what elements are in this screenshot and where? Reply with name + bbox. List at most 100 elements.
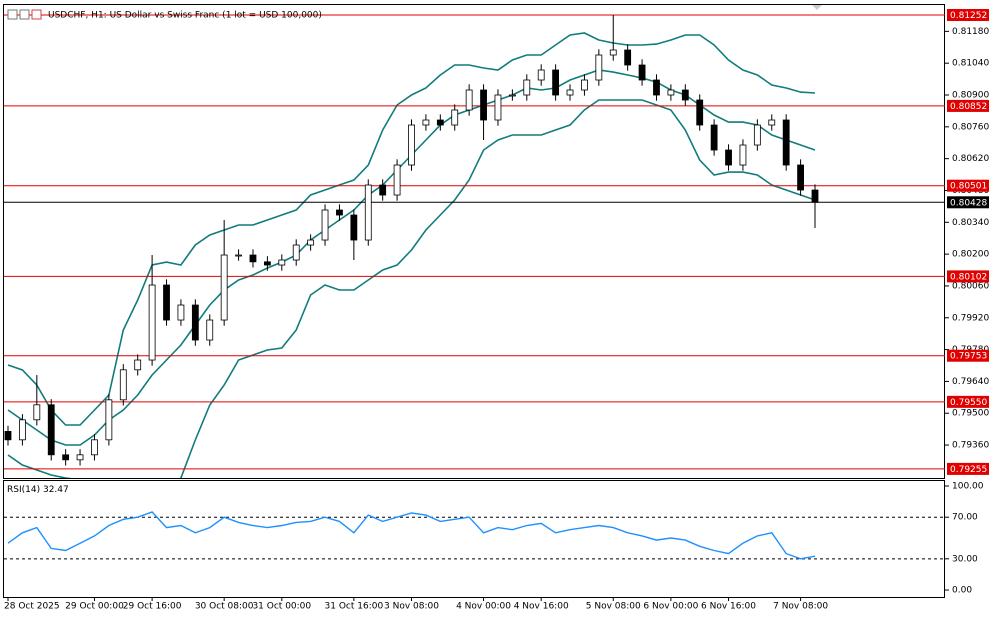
- candle-body: [408, 124, 415, 166]
- rsi-tick-label: 30.00: [952, 554, 978, 564]
- candle-body: [278, 259, 286, 266]
- level-box: [947, 270, 989, 283]
- x-tick-label: 7 Nov 08:00: [773, 602, 828, 612]
- candle-body: [480, 89, 487, 121]
- candle-body: [307, 239, 315, 246]
- level-box: [947, 9, 989, 22]
- band-upper: [7, 32, 816, 426]
- candle-body: [581, 79, 588, 91]
- y-tick-label: 0.81040: [952, 59, 989, 69]
- candle-body: [206, 319, 214, 341]
- candle-body: [249, 254, 257, 263]
- candle-body: [667, 89, 675, 96]
- x-tick-label: 29 Oct 00:00: [65, 602, 124, 612]
- candle-body: [552, 69, 560, 96]
- level-label: 0.80852: [950, 102, 987, 112]
- candle-body: [191, 304, 199, 341]
- x-tick-label: 31 Oct 00:00: [252, 602, 311, 612]
- candle-body: [19, 419, 26, 441]
- y-tick-label: 0.79500: [952, 409, 989, 419]
- candle-body: [393, 164, 401, 196]
- x-tick-label: 29 Oct 16:00: [123, 602, 182, 612]
- candle-body: [811, 189, 819, 203]
- level-label: 0.80501: [950, 182, 987, 192]
- level-box: [947, 99, 989, 112]
- candle-body: [566, 89, 574, 96]
- y-tick-label: 0.80620: [952, 154, 989, 164]
- x-tick-label: 30 Oct 08:00: [195, 602, 254, 612]
- toolbar-icons: [7, 5, 822, 20]
- candle-body: [653, 79, 660, 96]
- rsi-panel: [3, 480, 945, 598]
- candle-body: [119, 369, 127, 401]
- level-label: 0.79255: [950, 465, 987, 475]
- x-tick-label: 4 Nov 16:00: [514, 602, 569, 612]
- rsi-line: [7, 511, 816, 560]
- candle-body: [508, 94, 516, 97]
- candle-body: [263, 261, 271, 266]
- candle-body: [379, 184, 387, 196]
- candle-body: [33, 404, 41, 421]
- candle-body: [91, 439, 98, 456]
- y-tick-label: 0.79360: [952, 441, 989, 451]
- candle-body: [47, 404, 55, 456]
- main-panel: [3, 4, 945, 479]
- level-label: 0.79550: [950, 398, 987, 408]
- candle-body: [436, 119, 444, 126]
- candle-body: [681, 89, 689, 101]
- x-tick-label: 31 Oct 16:00: [325, 602, 384, 612]
- candle-body: [609, 49, 617, 56]
- candle-body: [595, 54, 603, 81]
- price-area: [4, 14, 945, 478]
- candle-body: [782, 119, 790, 166]
- candle-body: [422, 119, 430, 126]
- x-tick-label: 28 Oct 2025: [4, 602, 60, 612]
- candle-body: [292, 244, 300, 261]
- candle-body: [163, 284, 170, 321]
- level-box: [947, 349, 989, 362]
- candle-body: [768, 119, 776, 126]
- y-tick-label: 0.81180: [952, 27, 989, 37]
- candle-body: [638, 64, 646, 81]
- y-tick-label: 0.80900: [952, 91, 989, 101]
- candle-body: [624, 49, 632, 66]
- candle-body: [797, 164, 804, 191]
- rsi-tick-label: 100.00: [952, 481, 984, 491]
- y-tick-label: 0.79640: [952, 377, 989, 387]
- candle-body: [725, 149, 732, 166]
- x-tick-label: 4 Nov 00:00: [456, 602, 511, 612]
- level-box: [947, 462, 989, 475]
- rsi-tick-label: 0.00: [952, 586, 972, 596]
- candle-body: [235, 254, 242, 257]
- y-tick-label: 0.80060: [952, 281, 989, 291]
- y-tick-label: 0.80340: [952, 218, 989, 228]
- last-price-label: 0.80428: [950, 198, 987, 208]
- rsi-tick-label: 70.00: [952, 513, 978, 523]
- rsi-label: RSI(14) 32.47: [7, 485, 69, 495]
- candle-body: [696, 99, 704, 126]
- candle-body: [321, 209, 329, 241]
- band-lower: [7, 99, 816, 478]
- x-tick-label: 5 Nov 08:00: [586, 602, 641, 612]
- y-tick-label: 0.80200: [952, 250, 989, 260]
- rsi-area: [4, 511, 945, 560]
- axes: 0.81180 0.81040 0.80900 0.80760 0.80620 0.804…: [4, 9, 989, 612]
- last-price-box: [947, 196, 989, 209]
- candle-body: [465, 89, 473, 111]
- x-tick-label: 6 Nov 16:00: [701, 602, 756, 612]
- level-label: 0.79753: [950, 352, 987, 362]
- candle-body: [76, 454, 84, 461]
- candle-body: [753, 124, 761, 146]
- candle-body: [523, 79, 531, 96]
- candle-body: [494, 94, 502, 121]
- candle-body: [134, 359, 142, 371]
- rsi-last: 32.47: [43, 485, 69, 495]
- level-label: 0.81252: [950, 11, 987, 21]
- candle-body: [177, 304, 185, 321]
- level-label: 0.80102: [950, 272, 987, 282]
- candle-body: [62, 454, 70, 461]
- level-box: [947, 179, 989, 192]
- y-tick-label: 0.80760: [952, 122, 989, 132]
- candle-body: [220, 254, 228, 321]
